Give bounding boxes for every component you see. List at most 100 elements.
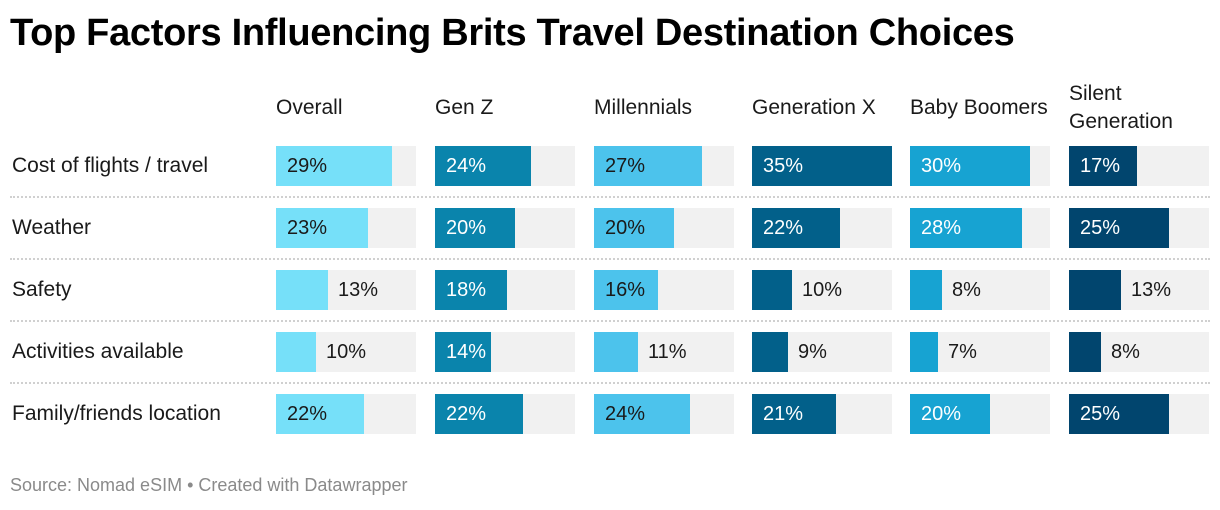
- bar-track: 24%: [594, 394, 734, 434]
- bar-track: 35%: [752, 146, 892, 186]
- value-label: 27%: [605, 155, 646, 177]
- value-label: 17%: [1080, 155, 1121, 177]
- bar-track: 13%: [1069, 270, 1209, 310]
- value-label: 10%: [802, 279, 843, 301]
- value-label: 7%: [948, 341, 977, 363]
- row-label-cost-of-flights-travel: Cost of flights / travel: [12, 154, 209, 177]
- bar-track: 7%: [910, 332, 1050, 372]
- value-label: 23%: [287, 217, 328, 239]
- value-label: 22%: [446, 403, 487, 425]
- value-label: 14%: [446, 341, 487, 363]
- value-label: 20%: [446, 217, 487, 239]
- bar-track: 11%: [594, 332, 734, 372]
- bar-track: 30%: [910, 146, 1050, 186]
- source-note: Source: Nomad eSIM • Created with Datawr…: [10, 475, 408, 495]
- bar-track: 23%: [276, 208, 416, 248]
- value-label: 30%: [921, 155, 962, 177]
- bar-track: 22%: [752, 208, 892, 248]
- row-label-family-friends-location: Family/friends location: [12, 402, 221, 425]
- bar-silent-generation-cost-of-flights-travel: [1069, 146, 1137, 186]
- value-label: 22%: [287, 403, 328, 425]
- bar-baby-boomers-cost-of-flights-travel: [910, 146, 1030, 186]
- value-label: 22%: [763, 217, 804, 239]
- bar-silent-generation-activities-available: [1069, 332, 1101, 372]
- bar-track: 22%: [276, 394, 416, 434]
- bar-track: 20%: [594, 208, 734, 248]
- bar-track: 27%: [594, 146, 734, 186]
- bar-track: 14%: [435, 332, 575, 372]
- bar-silent-generation-family-friends-location: [1069, 394, 1169, 434]
- bar-track: 28%: [910, 208, 1050, 248]
- bar-track: 18%: [435, 270, 575, 310]
- bar-millennials-cost-of-flights-travel: [594, 146, 702, 186]
- row-separator: [10, 196, 1210, 198]
- row-label-activities-available: Activities available: [12, 340, 184, 363]
- bar-overall-family-friends-location: [276, 394, 364, 434]
- row-separator: [10, 258, 1210, 260]
- bar-gen-z-cost-of-flights-travel: [435, 146, 531, 186]
- column-header-baby-boomers: Baby Boomers: [910, 96, 1048, 119]
- value-label: 10%: [326, 341, 367, 363]
- bar-gen-z-safety: [435, 270, 507, 310]
- column-header-generation-x: Generation X: [752, 96, 876, 119]
- bar-overall-weather: [276, 208, 368, 248]
- bar-track: 13%: [276, 270, 416, 310]
- bar-overall-cost-of-flights-travel: [276, 146, 392, 186]
- bar-generation-x-weather: [752, 208, 840, 248]
- value-label: 24%: [605, 403, 646, 425]
- row-label-weather: Weather: [12, 216, 91, 239]
- column-header-millennials: Millennials: [594, 96, 693, 119]
- bar-track: 25%: [1069, 208, 1209, 248]
- bar-track: 29%: [276, 146, 416, 186]
- bar-track: 24%: [435, 146, 575, 186]
- column-header-gen-z: Gen Z: [435, 96, 494, 119]
- bar-track: 20%: [435, 208, 575, 248]
- bar-track: 17%: [1069, 146, 1209, 186]
- value-label: 18%: [446, 279, 487, 301]
- value-label: 21%: [763, 403, 804, 425]
- bar-track: 9%: [752, 332, 892, 372]
- column-header-overall: Overall: [276, 96, 343, 119]
- bar-baby-boomers-activities-available: [910, 332, 938, 372]
- value-label: 35%: [763, 155, 804, 177]
- bar-baby-boomers-weather: [910, 208, 1022, 248]
- row-label-safety: Safety: [12, 278, 72, 301]
- bar-millennials-family-friends-location: [594, 394, 690, 434]
- bar-generation-x-safety: [752, 270, 792, 310]
- bar-millennials-safety: [594, 270, 658, 310]
- value-label: 8%: [952, 279, 981, 301]
- bar-gen-z-weather: [435, 208, 515, 248]
- bar-track: 25%: [1069, 394, 1209, 434]
- value-label: 28%: [921, 217, 962, 239]
- value-label: 13%: [1131, 279, 1172, 301]
- bar-baby-boomers-safety: [910, 270, 942, 310]
- value-label: 9%: [798, 341, 827, 363]
- bar-track: 21%: [752, 394, 892, 434]
- value-label: 13%: [338, 279, 379, 301]
- bar-track: 10%: [752, 270, 892, 310]
- value-label: 29%: [287, 155, 328, 177]
- bar-track: 8%: [1069, 332, 1209, 372]
- bar-track: 16%: [594, 270, 734, 310]
- bar-millennials-weather: [594, 208, 674, 248]
- row-separator: [10, 382, 1210, 384]
- value-label: 16%: [605, 279, 646, 301]
- bar-gen-z-activities-available: [435, 332, 491, 372]
- column-header-silent-generation: Silent Generation: [1069, 82, 1173, 133]
- bar-silent-generation-safety: [1069, 270, 1121, 310]
- bar-generation-x-family-friends-location: [752, 394, 836, 434]
- bar-overall-activities-available: [276, 332, 316, 372]
- bar-track: 10%: [276, 332, 416, 372]
- bar-generation-x-activities-available: [752, 332, 788, 372]
- bar-track: 22%: [435, 394, 575, 434]
- value-label: 8%: [1111, 341, 1140, 363]
- row-separator: [10, 320, 1210, 322]
- bar-overall-safety: [276, 270, 328, 310]
- bar-gen-z-family-friends-location: [435, 394, 523, 434]
- bar-silent-generation-weather: [1069, 208, 1169, 248]
- value-label: 20%: [605, 217, 646, 239]
- value-label: 11%: [648, 341, 687, 363]
- value-label: 24%: [446, 155, 487, 177]
- bar-track: 8%: [910, 270, 1050, 310]
- chart-title: Top Factors Influencing Brits Travel Des…: [10, 12, 1015, 54]
